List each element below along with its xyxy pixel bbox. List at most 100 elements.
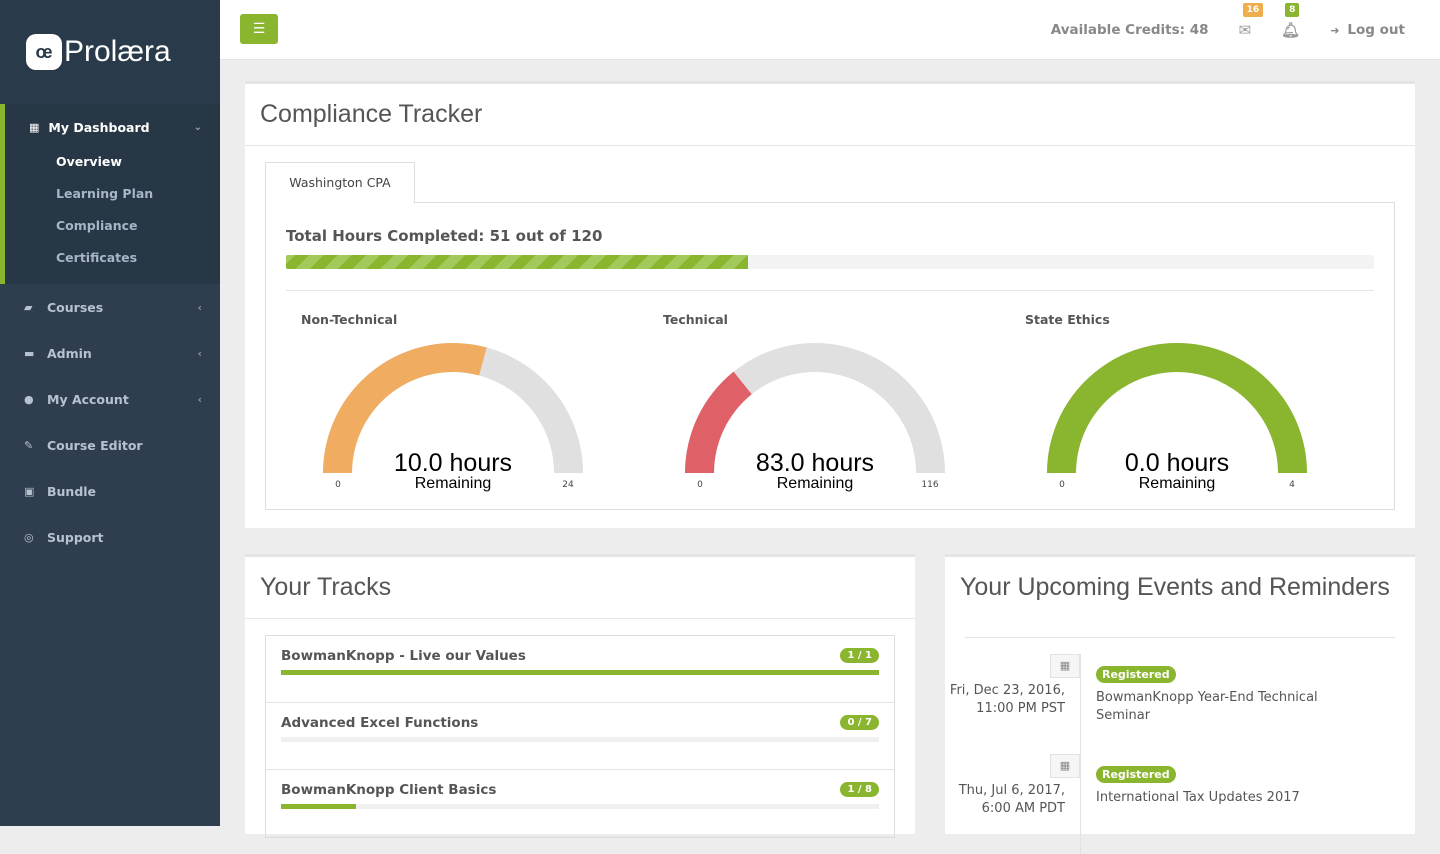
sidebar-sub-compliance[interactable]: Compliance bbox=[56, 218, 138, 233]
briefcase-icon: ▬ bbox=[24, 346, 35, 360]
book-icon: ▰ bbox=[24, 300, 33, 314]
mail-icon[interactable]: ✉ 16 bbox=[1239, 3, 1264, 39]
label: Bundle bbox=[47, 483, 97, 499]
gauge-non-technical: Non-Technical 10.0 hours Remaining 0 24 bbox=[286, 308, 616, 498]
chevron-down-icon: ⌄ bbox=[193, 121, 202, 133]
gauge-fill bbox=[685, 371, 752, 473]
track-item[interactable]: BowmanKnopp Client Basics 1 / 8 bbox=[266, 770, 894, 837]
sidebar-item-my-account[interactable]: ● My Account ‹ bbox=[0, 376, 220, 422]
calendar-icon: ▦ bbox=[1050, 754, 1080, 778]
progress-fill bbox=[286, 255, 749, 269]
topbar: ☰ Available Credits: 48 ✉ 16 🔔︎ 8 ➜ Log out bbox=[220, 0, 1440, 60]
gauge-sublabel: Remaining bbox=[415, 475, 491, 492]
event-date: Fri, Dec 23, 2016, 11:00 PM PST bbox=[949, 683, 1065, 716]
event-item[interactable]: ▦ Thu, Jul 6, 2017, 6:00 AM PDT Registered… bbox=[959, 754, 1395, 854]
gauge-max: 4 bbox=[1289, 480, 1295, 490]
gauge-value: 10.0 hours bbox=[394, 449, 512, 477]
gauge-min: 0 bbox=[1059, 480, 1065, 490]
track-item[interactable]: Advanced Excel Functions 0 / 7 bbox=[266, 703, 894, 770]
logout-link[interactable]: ➜ Log out bbox=[1330, 22, 1405, 38]
track-progress-bar bbox=[281, 737, 879, 742]
track-progress-bar bbox=[281, 804, 879, 809]
track-progress-bar bbox=[281, 670, 879, 675]
track-count-badge: 1 / 8 bbox=[840, 782, 879, 797]
status-badge: Registered bbox=[1096, 766, 1176, 783]
sidebar-item-courses[interactable]: ▰ Courses ‹ bbox=[0, 284, 220, 330]
track-count-badge: 1 / 1 bbox=[840, 648, 879, 663]
sidebar-item-admin[interactable]: ▬ Admin ‹ bbox=[0, 330, 220, 376]
brand-name: Prolæra bbox=[64, 35, 171, 68]
label: Admin bbox=[47, 345, 92, 361]
gauge-technical: Technical 83.0 hours Remaining 0 116 bbox=[648, 308, 978, 498]
sidebar-item-support[interactable]: ◎ Support bbox=[0, 514, 220, 560]
chevron-left-icon: ‹ bbox=[197, 346, 202, 360]
label: My Account bbox=[47, 391, 129, 407]
gauge-fill bbox=[323, 342, 487, 473]
event-title[interactable]: International Tax Updates 2017 bbox=[1096, 790, 1300, 805]
lifebuoy-icon: ◎ bbox=[24, 530, 34, 544]
available-credits: Available Credits: 48 bbox=[1050, 22, 1209, 38]
gauge-value: 0.0 hours bbox=[1125, 449, 1229, 477]
dashboard-group: ▦ My Dashboard ⌄ Overview Learning Plan Co… bbox=[0, 104, 220, 284]
status-badge: Registered bbox=[1096, 666, 1176, 683]
panel-title: Compliance Tracker bbox=[245, 84, 1415, 146]
event-date: Thu, Jul 6, 2017, 6:00 AM PDT bbox=[958, 783, 1065, 816]
sidebar-sub-learning-plan[interactable]: Learning Plan bbox=[56, 186, 154, 201]
track-item[interactable]: BowmanKnopp - Live our Values 1 / 1 bbox=[266, 636, 894, 703]
track-name: BowmanKnopp Client Basics bbox=[281, 782, 497, 798]
events-panel: Your Upcoming Events and Reminders ▦ Fri,… bbox=[945, 554, 1415, 854]
timeline-line bbox=[1080, 754, 1081, 854]
sidebar-item-my-dashboard[interactable]: ▦ My Dashboard ⌄ bbox=[5, 116, 220, 138]
sidebar-sub-overview[interactable]: Overview bbox=[56, 154, 122, 169]
track-progress-fill bbox=[281, 804, 356, 809]
chevron-left-icon: ‹ bbox=[197, 392, 202, 406]
panel-title: Your Tracks bbox=[245, 557, 915, 619]
tracks-panel: Your Tracks BowmanKnopp - Live our Value… bbox=[245, 554, 915, 838]
gauge-fill bbox=[1047, 343, 1307, 473]
label: Course Editor bbox=[47, 437, 143, 453]
menu-toggle-button[interactable]: ☰ bbox=[240, 14, 278, 44]
total-progress-bar bbox=[286, 255, 1374, 269]
bell-icon[interactable]: 🔔︎ 8 bbox=[1281, 3, 1301, 39]
gauge-min: 0 bbox=[697, 480, 703, 490]
tab-content: Total Hours Completed: 51 out of 120 Non… bbox=[265, 202, 1395, 510]
track-name: Advanced Excel Functions bbox=[281, 715, 479, 731]
notification-badge: 8 bbox=[1285, 3, 1300, 17]
gauge-sublabel: Remaining bbox=[1139, 475, 1215, 492]
tab-washington-cpa[interactable]: Washington CPA bbox=[265, 162, 415, 203]
edit-icon: ✎ bbox=[24, 438, 34, 452]
divider bbox=[286, 290, 1374, 291]
sidebar-item-bundle[interactable]: ▣ Bundle bbox=[0, 468, 220, 514]
total-hours: Total Hours Completed: 51 out of 120 bbox=[286, 227, 603, 245]
track-count-badge: 0 / 7 bbox=[840, 715, 879, 730]
track-name: BowmanKnopp - Live our Values bbox=[281, 648, 526, 664]
suitcase-icon: ▣ bbox=[24, 484, 35, 498]
logo[interactable]: œ Prolæra bbox=[0, 0, 220, 104]
user-icon: ● bbox=[24, 392, 34, 406]
gauge-max: 116 bbox=[921, 480, 938, 490]
panel-title: Your Upcoming Events and Reminders bbox=[960, 573, 1390, 601]
sidebar-sub-certificates[interactable]: Certificates bbox=[56, 250, 138, 265]
gauge-label: Technical bbox=[663, 312, 728, 327]
gauge-label: Non-Technical bbox=[301, 312, 398, 327]
calendar-icon: ▦ bbox=[1050, 654, 1080, 678]
divider bbox=[965, 637, 1395, 638]
sidebar-item-course-editor[interactable]: ✎ Course Editor bbox=[0, 422, 220, 468]
gauge-max: 24 bbox=[562, 480, 574, 490]
gauge-track bbox=[685, 343, 945, 473]
logout-label: Log out bbox=[1347, 22, 1405, 38]
mail-badge: 16 bbox=[1242, 3, 1264, 17]
label: Support bbox=[47, 529, 104, 545]
event-item[interactable]: ▦ Fri, Dec 23, 2016, 11:00 PM PST Register… bbox=[950, 654, 1395, 754]
timeline-line bbox=[1080, 654, 1081, 754]
track-progress-fill bbox=[281, 670, 879, 675]
gauge-sublabel: Remaining bbox=[777, 475, 853, 492]
gauge-value: 83.0 hours bbox=[756, 449, 874, 477]
logo-mark: œ bbox=[26, 34, 62, 70]
sidebar: œ Prolæra ▦ My Dashboard ⌄ Overview Learnin… bbox=[0, 0, 220, 826]
chevron-left-icon: ‹ bbox=[197, 300, 202, 314]
event-title[interactable]: BowmanKnopp Year-End Technical Seminar bbox=[1096, 690, 1318, 723]
label: Courses bbox=[47, 299, 104, 315]
gauge-state-ethics: State Ethics 0.0 hours Remaining 0 4 bbox=[1010, 308, 1340, 498]
gauge-label: State Ethics bbox=[1025, 312, 1110, 327]
